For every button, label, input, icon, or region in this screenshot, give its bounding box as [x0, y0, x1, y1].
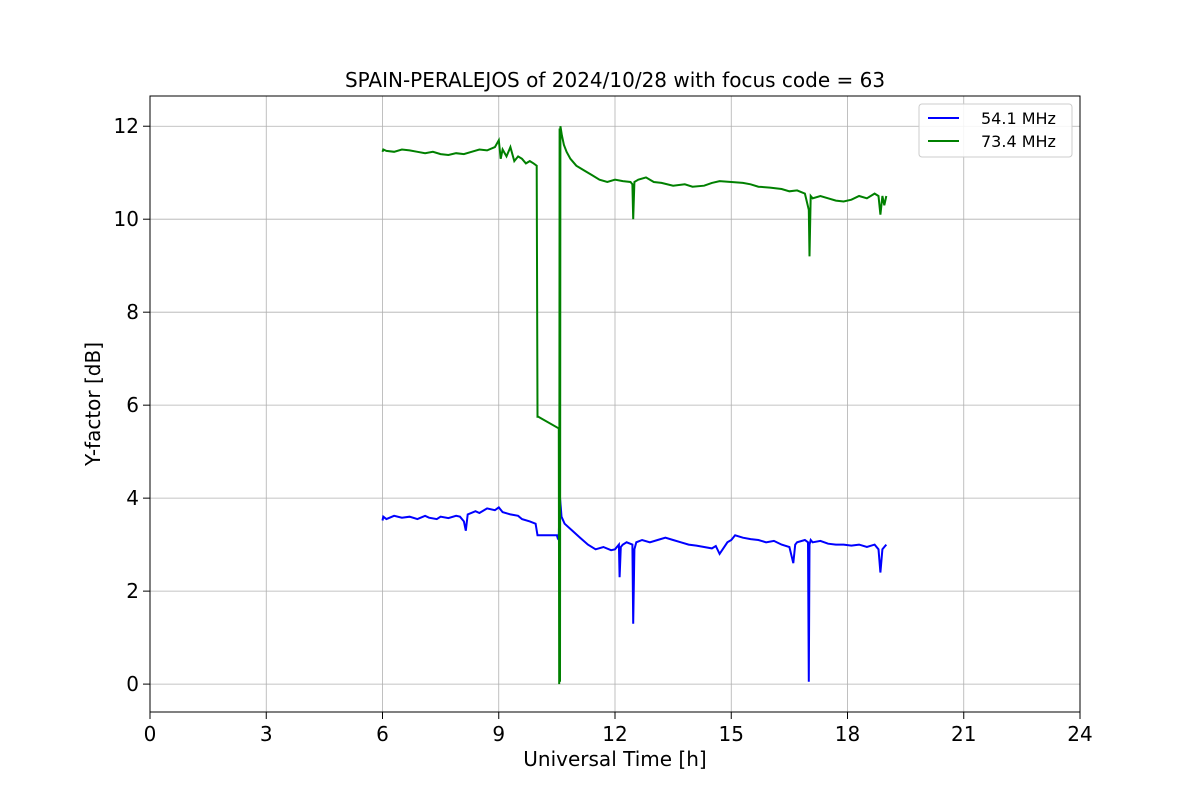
- series-line-2: [381, 126, 888, 685]
- x-tick-label: 18: [835, 722, 860, 746]
- grid: [149, 96, 1081, 712]
- series-layer: [381, 126, 888, 685]
- legend: 54.1 MHz 73.4 MHz: [918, 103, 1073, 158]
- y-tick-label: 2: [126, 579, 139, 603]
- y-axis-label: Y-factor [dB]: [81, 342, 105, 467]
- x-tick-label: 9: [492, 722, 505, 746]
- chart-title: SPAIN-PERALEJOS of 2024/10/28 with focus…: [345, 68, 885, 92]
- x-tick-label: 3: [260, 722, 273, 746]
- x-tick-label: 15: [719, 722, 744, 746]
- y-tick-label: 8: [126, 300, 139, 324]
- legend-label: 73.4 MHz: [981, 132, 1056, 151]
- x-tick-label: 12: [602, 722, 627, 746]
- x-tick-label: 24: [1067, 722, 1092, 746]
- y-tick-label: 6: [126, 393, 139, 417]
- y-tick-label: 0: [126, 672, 139, 696]
- series-line-1: [381, 498, 888, 682]
- x-tick-label: 6: [376, 722, 389, 746]
- legend-label: 54.1 MHz: [981, 109, 1056, 128]
- y-tick-label: 12: [114, 114, 139, 138]
- x-tick-label: 0: [144, 722, 157, 746]
- x-axis-label: Universal Time [h]: [523, 747, 706, 771]
- y-tick-label: 10: [114, 207, 139, 231]
- x-tick-label: 21: [951, 722, 976, 746]
- y-tick-label: 4: [126, 486, 139, 510]
